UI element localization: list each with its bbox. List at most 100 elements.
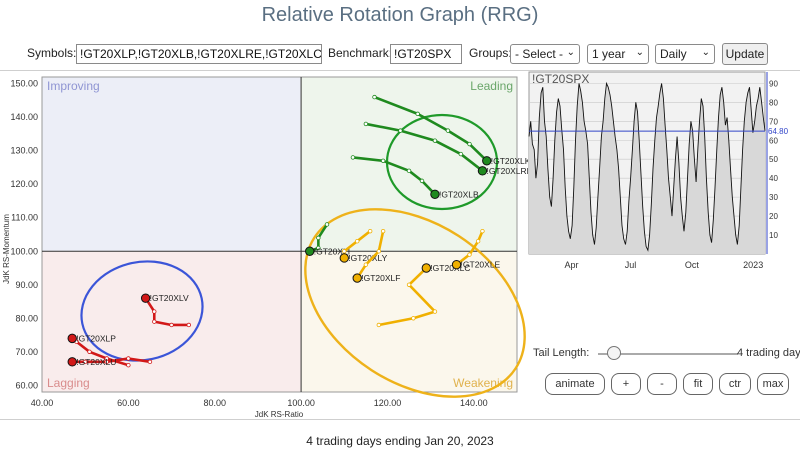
series-label: !GT20XLE [461, 260, 501, 270]
period-select[interactable]: 1 year ⌄ [587, 44, 649, 64]
symbols-label: Symbols: [27, 46, 77, 60]
animate-button[interactable]: animate [545, 373, 605, 395]
zoom-in-button[interactable]: + [611, 373, 641, 395]
x-tick-label: 100.00 [287, 398, 315, 408]
rrg-chart[interactable]: Improving Leading Lagging Weakening 40.0… [0, 70, 528, 420]
y-tick-label: 90.00 [15, 280, 38, 290]
head-point [140, 293, 151, 303]
x-tick-label: 80.00 [203, 398, 226, 408]
grid [41, 76, 518, 393]
tail-point [376, 322, 382, 328]
tail-point [467, 141, 472, 147]
head-point [352, 273, 362, 283]
groups-select-value: - Select - [515, 47, 564, 61]
tail-point [363, 121, 369, 127]
zoom-out-button[interactable]: - [647, 373, 677, 395]
tail-length-slider-handle[interactable] [607, 346, 621, 360]
x-axis-title: JdK RS-Ratio [255, 410, 304, 419]
head-point [67, 357, 77, 367]
tail-point [406, 168, 412, 174]
tail-point [380, 158, 386, 163]
benchmark-area [529, 83, 765, 255]
tail-point [324, 222, 330, 227]
tail-point [415, 111, 420, 117]
tail-point [419, 178, 425, 184]
tail-point [411, 316, 416, 321]
benchmark-y-tick: 10 [769, 231, 778, 240]
benchmark-y-tick: 50 [769, 155, 778, 164]
max-button[interactable]: max [757, 373, 789, 395]
series-layer: !GT20XLK!GT20XLRE!GT20XLB!GT20XLI!GT20XL… [67, 94, 528, 368]
series-gt20xly: !GT20XLY [339, 228, 388, 263]
ellipse-weakening [304, 208, 526, 398]
benchmark-ticks: 10 20 30 40 50 60 70 80 90 Apr Jul Oct 2023 [564, 72, 778, 270]
current-value-label: 64.80 [768, 127, 789, 136]
benchmark-y-tick: 90 [769, 79, 778, 88]
ellipse-lagging [80, 260, 204, 362]
series-gt20xli: !GT20XLI [305, 222, 350, 256]
y-tick-label: 140.00 [10, 112, 38, 122]
tail-point [355, 239, 360, 244]
head-point [421, 263, 432, 273]
tail-point [363, 262, 369, 267]
tail-point [87, 349, 92, 354]
benchmark-line [528, 81, 766, 252]
head-point [67, 333, 77, 344]
series-label: !GT20XLI [314, 246, 350, 256]
benchmark-y-tick: 80 [769, 98, 778, 107]
groups-select[interactable]: - Select - ⌄ [510, 44, 580, 64]
series-tail [455, 229, 484, 266]
tail-point [445, 128, 451, 133]
fit-button[interactable]: fit [683, 373, 713, 395]
benchmark-panel: !GT20SPX 10 20 30 40 50 60 70 80 90 Apr Jul Oct 2023… [528, 71, 789, 270]
center-button[interactable]: ctr [719, 373, 751, 395]
y-tick-label: 100.00 [10, 246, 38, 256]
quadrant-label-weakening: Weakening [453, 376, 513, 390]
benchmark-label: Benchmark: [328, 46, 393, 60]
page-title: Relative Rotation Graph (RRG) [261, 4, 539, 26]
series-gt20xlk: !GT20XLK [372, 94, 528, 166]
tail-point [432, 309, 438, 314]
tail-point [316, 235, 321, 241]
symbols-input[interactable]: !GT20XLP,!GT20XLB,!GT20XLRE,!GT20XLC,!GT… [76, 44, 322, 64]
series-label: !GT20XLC [430, 263, 470, 273]
quadrant-weakening [301, 251, 517, 392]
toolbar: Symbols: !GT20XLP,!GT20XLB,!GT20XLRE,!GT… [0, 42, 800, 66]
tail-point [367, 228, 373, 234]
series-gt20xlre: !GT20XLRE [363, 121, 528, 176]
tail-point [458, 151, 464, 157]
tail-point [480, 228, 485, 234]
quadrant-improving [42, 77, 302, 252]
interval-select[interactable]: Daily ⌄ [655, 44, 715, 64]
benchmark-x-tick: Apr [564, 260, 578, 270]
benchmark-y-tick: 20 [769, 212, 778, 221]
tail-point [169, 322, 174, 328]
series-label: !GT20XLB [439, 189, 479, 199]
benchmark-title: !GT20SPX [532, 72, 589, 86]
benchmark-y-tick: 60 [769, 136, 778, 145]
y-axis-title: JdK RS-Momentum [2, 214, 11, 284]
update-button[interactable]: Update [722, 43, 768, 65]
benchmark-y-tick: 30 [769, 193, 778, 202]
y-tick-label: 150.00 [10, 79, 38, 89]
x-tick-label: 120.00 [374, 398, 402, 408]
tail-point [186, 322, 192, 328]
tail-length-slider[interactable] [598, 353, 738, 355]
axis-ticks: 40.00 60.00 80.00 100.00 120.00 140.00 60.00 70… [10, 79, 487, 408]
series-gt20xlc: !GT20XLC [376, 263, 470, 328]
y-tick-label: 120.00 [10, 179, 38, 189]
tail-point [152, 319, 157, 324]
tail-point [380, 228, 386, 234]
tail-point [398, 128, 403, 133]
head-point [477, 166, 488, 176]
y-tick-label: 60.00 [15, 380, 38, 390]
quadrant-label-improving: Improving [47, 79, 100, 93]
benchmark-input[interactable]: !GT20SPX [390, 44, 462, 64]
series-label: !GT20XLP [76, 333, 116, 343]
head-point [430, 189, 440, 199]
y-tick-label: 110.00 [11, 213, 38, 223]
x-tick-label: 40.00 [31, 398, 54, 408]
tail-point [475, 239, 481, 244]
y-tick-label: 130.00 [10, 146, 38, 156]
chart-frame [0, 70, 800, 420]
